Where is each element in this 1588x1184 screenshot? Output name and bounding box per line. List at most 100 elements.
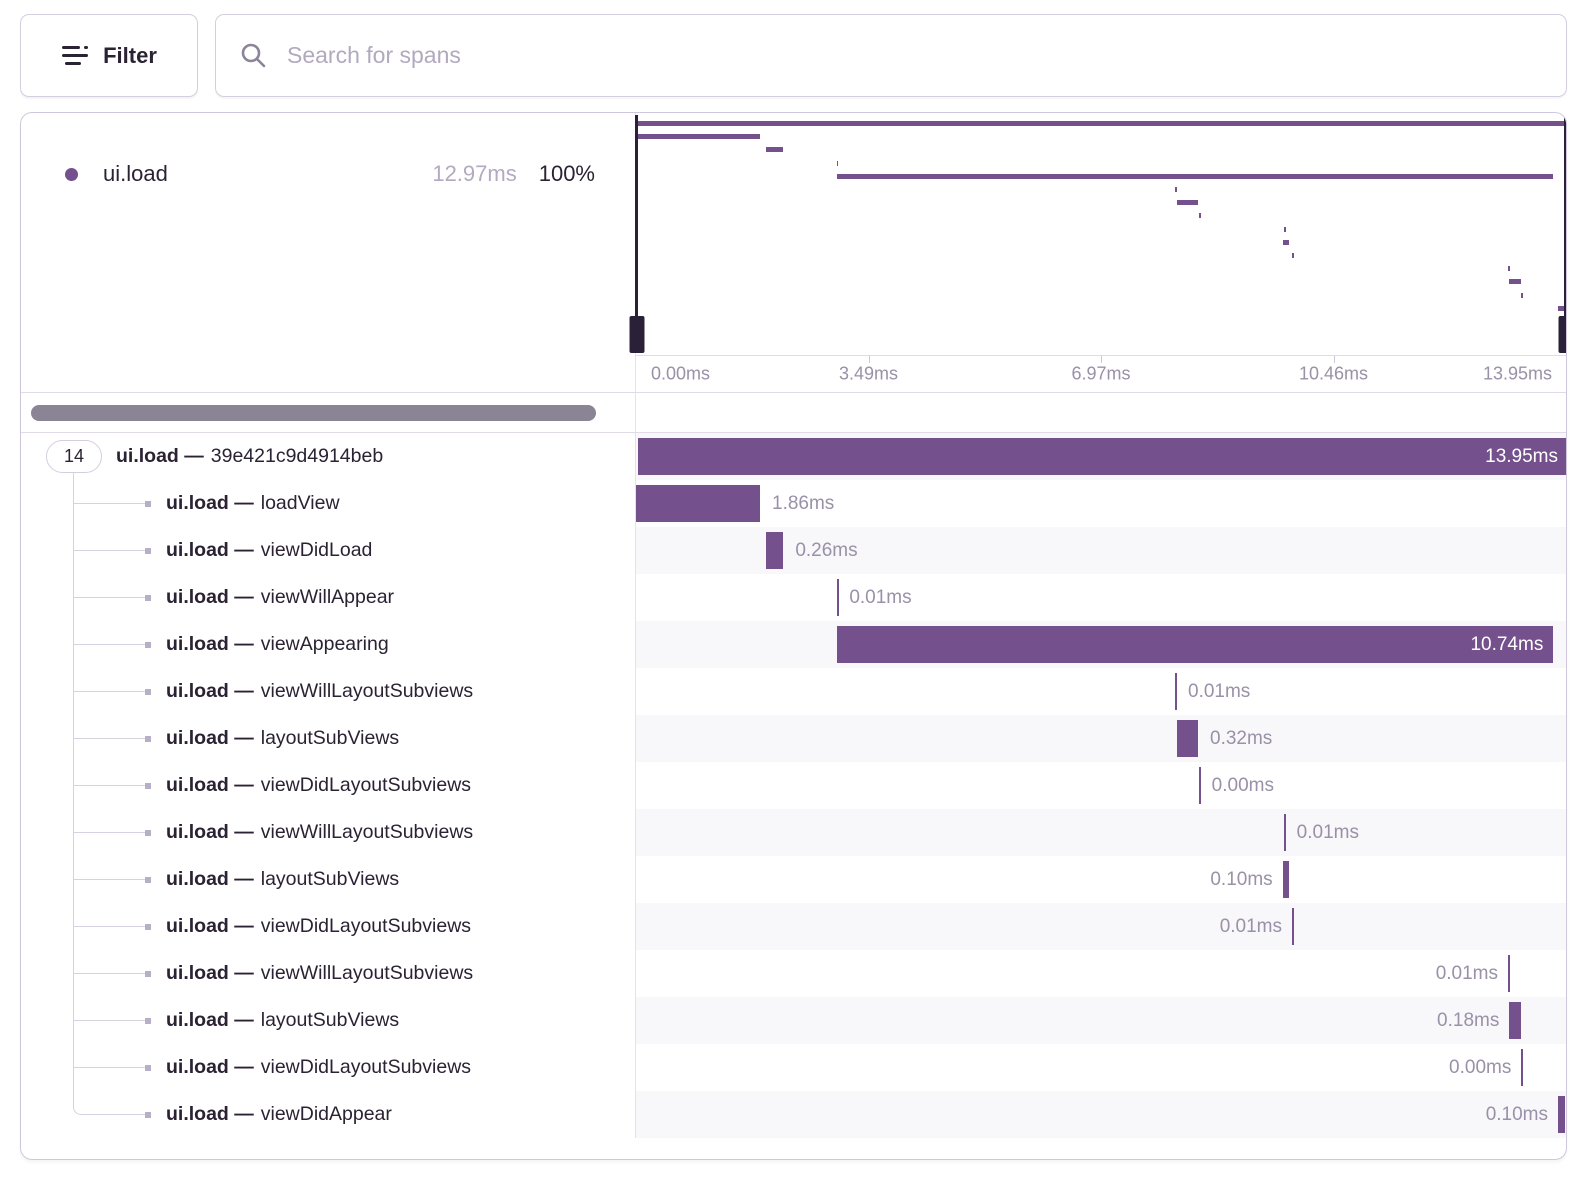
span-tree-cell[interactable]: ui.load — layoutSubViews — [21, 856, 635, 903]
span-duration-bar[interactable] — [1509, 1002, 1522, 1039]
minimap-span-bar — [1292, 253, 1294, 258]
tree-connector-line — [73, 527, 147, 551]
tree-trunk-line — [73, 503, 74, 527]
span-tree-cell[interactable]: ui.load — viewDidLayoutSubviews — [21, 903, 635, 950]
span-row[interactable]: ui.load — viewWillLayoutSubviews 0.01ms — [21, 950, 1566, 997]
span-row[interactable]: ui.load — viewDidAppear 0.10ms — [21, 1091, 1566, 1138]
span-row[interactable]: 14 ui.load — 39e421c9d4914beb 13.95ms — [21, 433, 1566, 480]
span-duration-bar[interactable] — [1176, 720, 1198, 757]
tree-trunk-line — [73, 973, 74, 997]
span-waterfall-cell[interactable]: 0.01ms — [635, 903, 1566, 950]
minimap-right-grip[interactable] — [1558, 316, 1566, 353]
minimap-span-bar — [1199, 213, 1201, 219]
search-input[interactable] — [285, 41, 1542, 70]
span-duration-bar[interactable] — [1292, 908, 1294, 945]
minimap-right-handle[interactable] — [1558, 115, 1566, 353]
span-row[interactable]: ui.load — viewWillAppear 0.01ms — [21, 574, 1566, 621]
span-waterfall-cell[interactable]: 0.01ms — [635, 809, 1566, 856]
span-tree-cell[interactable]: ui.load — viewDidAppear — [21, 1091, 635, 1138]
tree-connector-dot — [145, 829, 151, 836]
span-waterfall-cell[interactable]: 0.01ms — [635, 950, 1566, 997]
op-color-dot — [65, 167, 78, 181]
span-tree-cell[interactable]: ui.load — viewDidLayoutSubviews — [21, 762, 635, 809]
span-row[interactable]: ui.load — viewDidLayoutSubviews 0.01ms — [21, 903, 1566, 950]
minimap-column: 0.00ms 3.49ms 6.97ms 10.46ms 13.95ms — [629, 113, 1566, 392]
minimap-lane — [636, 121, 1566, 126]
filter-icon — [61, 45, 89, 67]
span-row[interactable]: ui.load — viewWillLayoutSubviews 0.01ms — [21, 809, 1566, 856]
span-waterfall-cell[interactable]: 0.01ms — [635, 574, 1566, 621]
span-waterfall-cell[interactable]: 10.74ms — [635, 621, 1566, 668]
span-op: ui.load — — [116, 445, 204, 467]
span-duration-label: 0.00ms — [1211, 775, 1274, 796]
minimap-lane — [636, 213, 1566, 219]
legend-row-ui-load[interactable]: ui.load 12.97ms 100% — [21, 113, 635, 193]
span-waterfall-cell[interactable]: 0.10ms — [635, 856, 1566, 903]
span-waterfall-cell[interactable]: 0.01ms — [635, 668, 1566, 715]
span-duration-bar[interactable] — [1282, 861, 1290, 898]
span-tree-cell[interactable]: ui.load — viewWillLayoutSubviews — [21, 668, 635, 715]
span-waterfall-cell[interactable]: 0.18ms — [635, 997, 1566, 1044]
trace-minimap[interactable] — [629, 113, 1566, 355]
span-duration-bar[interactable] — [766, 532, 784, 569]
span-duration-bar[interactable] — [1199, 767, 1202, 804]
span-waterfall-cell[interactable]: 0.26ms — [635, 527, 1566, 574]
span-row[interactable]: ui.load — layoutSubViews 0.10ms — [21, 856, 1566, 903]
span-tree-cell[interactable]: ui.load — viewDidLayoutSubviews — [21, 1044, 635, 1091]
span-waterfall-cell[interactable]: 0.10ms — [635, 1091, 1566, 1138]
span-row[interactable]: ui.load — viewWillLayoutSubviews 0.01ms — [21, 668, 1566, 715]
span-duration-bar[interactable] — [1284, 814, 1286, 851]
span-waterfall-cell[interactable]: 1.86ms — [635, 480, 1566, 527]
span-duration-bar[interactable]: 10.74ms — [837, 626, 1554, 663]
span-tree-cell[interactable]: ui.load — layoutSubViews — [21, 997, 635, 1044]
span-op: ui.load — — [166, 727, 254, 749]
span-row[interactable]: ui.load — layoutSubViews 0.18ms — [21, 997, 1566, 1044]
span-duration-bar[interactable] — [1508, 955, 1510, 992]
timeline-axis: 0.00ms 3.49ms 6.97ms 10.46ms 13.95ms — [636, 355, 1566, 392]
span-children-count-badge[interactable]: 14 — [46, 440, 102, 473]
span-row[interactable]: ui.load — viewDidLoad 0.26ms — [21, 527, 1566, 574]
span-tree-cell[interactable]: ui.load — loadView — [21, 480, 635, 527]
span-description: viewWillLayoutSubviews — [260, 962, 474, 984]
span-search-box[interactable] — [215, 14, 1567, 97]
trace-toolbar: Filter — [20, 14, 1567, 97]
span-waterfall-cell[interactable]: 0.00ms — [635, 762, 1566, 809]
span-description: 39e421c9d4914beb — [210, 445, 384, 467]
span-row[interactable]: ui.load — loadView 1.86ms — [21, 480, 1566, 527]
span-tree-cell[interactable]: 14 ui.load — 39e421c9d4914beb — [21, 433, 635, 480]
tree-trunk-line — [73, 644, 74, 668]
minimap-left-grip[interactable] — [629, 316, 644, 353]
span-description: viewDidAppear — [260, 1103, 392, 1125]
span-waterfall-cell[interactable]: 0.00ms — [635, 1044, 1566, 1091]
span-duration-bar[interactable]: 13.95ms — [638, 438, 1566, 475]
minimap-left-handle[interactable] — [629, 115, 644, 353]
span-tree-cell[interactable]: ui.load — viewAppearing — [21, 621, 635, 668]
span-duration-bar[interactable] — [1521, 1049, 1524, 1086]
span-tree-cell[interactable]: ui.load — viewWillLayoutSubviews — [21, 950, 635, 997]
span-row[interactable]: ui.load — viewDidLayoutSubviews 0.00ms — [21, 762, 1566, 809]
span-duration-label: 0.00ms — [1449, 1057, 1512, 1078]
span-tree-cell[interactable]: ui.load — viewWillAppear — [21, 574, 635, 621]
minimap-span-bar — [1509, 279, 1522, 285]
tree-connector-dot — [145, 500, 151, 507]
span-label: ui.load — viewDidLayoutSubviews — [166, 903, 471, 950]
span-row[interactable]: ui.load — layoutSubViews 0.32ms — [21, 715, 1566, 762]
span-row[interactable]: ui.load — viewDidLayoutSubviews 0.00ms — [21, 1044, 1566, 1091]
span-waterfall-cell[interactable]: 0.32ms — [635, 715, 1566, 762]
span-duration-bar[interactable] — [1558, 1096, 1565, 1133]
span-description: viewWillLayoutSubviews — [260, 680, 474, 702]
span-description: viewAppearing — [260, 633, 389, 655]
span-op: ui.load — — [166, 1103, 254, 1125]
horizontal-scrollbar[interactable] — [31, 405, 596, 421]
span-row[interactable]: ui.load — viewAppearing 10.74ms — [21, 621, 1566, 668]
span-description: viewWillLayoutSubviews — [260, 821, 474, 843]
span-duration-bar[interactable] — [1175, 673, 1178, 710]
span-waterfall-cell[interactable]: 13.95ms — [635, 433, 1566, 480]
span-tree-cell[interactable]: ui.load — viewWillLayoutSubviews — [21, 809, 635, 856]
span-duration-bar[interactable] — [836, 579, 839, 616]
filter-button[interactable]: Filter — [20, 14, 198, 97]
span-rows: 14 ui.load — 39e421c9d4914beb 13.95ms ui.loa… — [21, 433, 1566, 1138]
span-tree-cell[interactable]: ui.load — layoutSubViews — [21, 715, 635, 762]
span-duration-bar[interactable] — [636, 485, 760, 522]
span-tree-cell[interactable]: ui.load — viewDidLoad — [21, 527, 635, 574]
